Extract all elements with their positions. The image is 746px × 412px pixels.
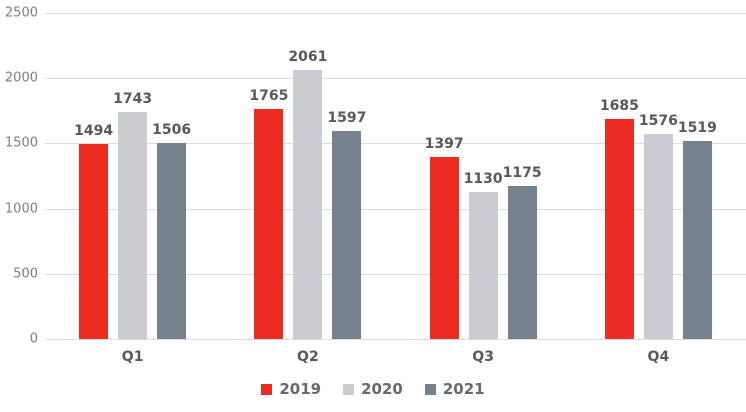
bar-slot: 1765 xyxy=(249,89,288,339)
bar-group-q1: 1494 1743 1506 xyxy=(45,13,220,339)
y-axis: 0 500 1000 1500 2000 2500 xyxy=(0,0,40,360)
gridline xyxy=(45,208,746,210)
bar-groups: 1494 1743 1506 1765 2061 1597 1397 1130 1175 1685… xyxy=(45,13,746,339)
y-tick-label: 500 xyxy=(13,266,38,282)
bar-slot: 2061 xyxy=(288,50,327,339)
x-axis-label-q1: Q1 xyxy=(121,349,144,365)
legend-label: 2020 xyxy=(361,380,403,398)
bar-slot: 1576 xyxy=(639,114,678,339)
bar-2019-q2[interactable] xyxy=(254,108,284,339)
bar-2020-q3[interactable] xyxy=(468,191,498,339)
legend-label: 2021 xyxy=(442,380,485,398)
gridline xyxy=(45,78,746,80)
bar-2019-q3[interactable] xyxy=(429,156,459,339)
y-tick-label: 1000 xyxy=(4,201,38,217)
bar-2019-q1[interactable] xyxy=(79,144,109,339)
bar-group-q3: 1397 1130 1175 xyxy=(396,13,571,339)
bar-value-label: 1743 xyxy=(113,90,153,107)
bar-slot: 1506 xyxy=(152,123,191,339)
bar-slot: 1494 xyxy=(74,124,113,339)
legend-item-2020[interactable]: 2020 xyxy=(343,382,403,397)
bar-value-label: 1576 xyxy=(638,112,678,129)
y-tick-label: 0 xyxy=(29,331,38,347)
bar-group-q4: 1685 1576 1519 xyxy=(571,13,746,339)
bar-value-label: 1506 xyxy=(152,121,192,138)
bar-group-q2: 1765 2061 1597 xyxy=(220,13,395,339)
bar-2020-q1[interactable] xyxy=(118,111,148,339)
legend-item-2021[interactable]: 2021 xyxy=(424,380,485,398)
bar-slot: 1685 xyxy=(600,99,639,339)
x-axis-label-q4: Q4 xyxy=(647,349,670,365)
bar-2021-q3[interactable] xyxy=(507,185,537,339)
bar-2020-q4[interactable] xyxy=(643,133,673,339)
x-axis-label-q3: Q3 xyxy=(472,349,494,365)
bar-2021-q2[interactable] xyxy=(332,130,362,339)
bar-slot: 1397 xyxy=(425,137,464,339)
bar-value-label: 2061 xyxy=(288,49,328,66)
bar-value-label: 1175 xyxy=(502,164,542,181)
bar-slot: 1743 xyxy=(113,92,152,339)
bar-2020-q2[interactable] xyxy=(293,70,323,339)
legend-swatch-2019 xyxy=(261,384,273,395)
bar-2019-q4[interactable] xyxy=(604,119,634,339)
bar-slot: 1597 xyxy=(327,111,366,339)
bar-value-label: 1494 xyxy=(74,123,114,140)
bar-value-label: 1597 xyxy=(327,109,367,126)
legend-swatch-2021 xyxy=(424,384,436,395)
y-tick-label: 1500 xyxy=(4,135,38,151)
bar-slot: 1130 xyxy=(464,172,503,339)
legend-label: 2019 xyxy=(279,380,322,398)
gridline xyxy=(45,13,746,14)
legend-swatch-2020 xyxy=(343,384,355,395)
bar-value-label: 1397 xyxy=(424,135,464,152)
legend-item-2019[interactable]: 2019 xyxy=(261,382,321,397)
bar-value-label: 1130 xyxy=(463,170,503,187)
bar-slot: 1519 xyxy=(678,121,717,339)
plot-area xyxy=(45,13,746,340)
bar-2021-q4[interactable] xyxy=(682,140,712,339)
bar-value-label: 1519 xyxy=(677,119,717,136)
gridline xyxy=(45,339,746,340)
bar-value-label: 1765 xyxy=(249,87,289,104)
legend: 2019 2020 2021 xyxy=(0,382,746,397)
x-axis-label-q2: Q2 xyxy=(297,349,319,365)
bar-2021-q1[interactable] xyxy=(157,142,187,339)
gridline xyxy=(45,273,746,275)
x-axis: Q1 Q2 Q3 Q4 xyxy=(45,349,746,365)
bar-value-label: 1685 xyxy=(599,98,639,115)
y-tick-label: 2500 xyxy=(4,5,38,21)
bar-slot: 1175 xyxy=(503,166,542,339)
y-tick-label: 2000 xyxy=(4,70,38,86)
gridline xyxy=(45,143,746,145)
